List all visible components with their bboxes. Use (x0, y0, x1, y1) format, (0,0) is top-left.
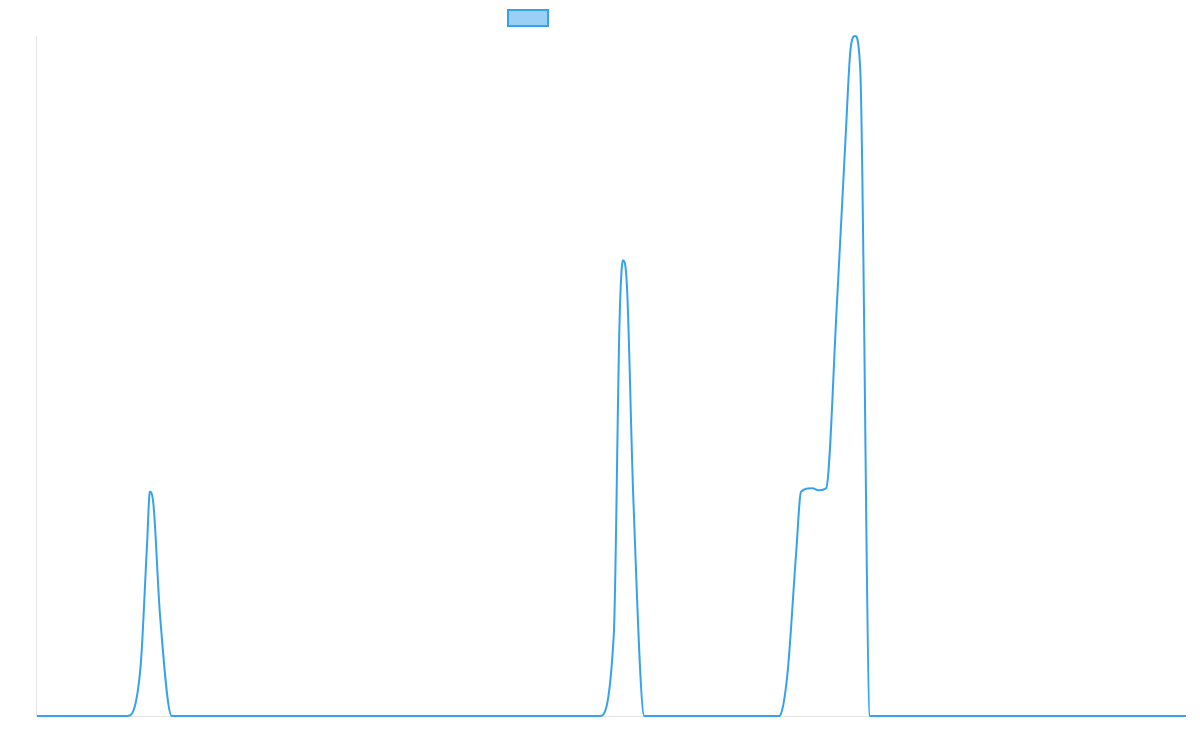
series-line-0[interactable] (37, 35, 1186, 718)
series-layer (37, 35, 1186, 718)
legend[interactable] (507, 9, 549, 27)
legend-swatch[interactable] (507, 9, 549, 27)
